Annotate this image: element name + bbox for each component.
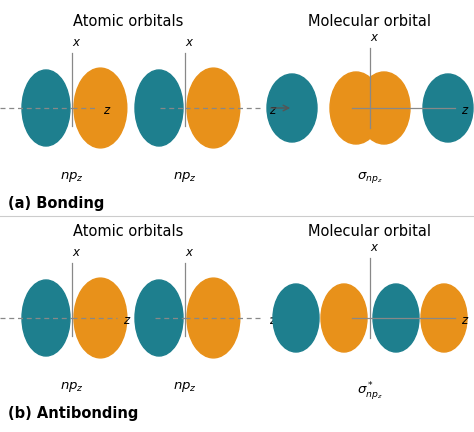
Ellipse shape bbox=[22, 70, 70, 146]
Ellipse shape bbox=[373, 284, 419, 352]
Text: Molecular orbital: Molecular orbital bbox=[309, 14, 431, 29]
Ellipse shape bbox=[267, 74, 317, 142]
Text: +: + bbox=[138, 312, 152, 330]
Ellipse shape bbox=[74, 68, 127, 148]
Text: x: x bbox=[185, 36, 192, 49]
Ellipse shape bbox=[421, 284, 467, 352]
Text: $np_z$: $np_z$ bbox=[60, 170, 84, 184]
Text: x: x bbox=[371, 31, 377, 44]
Text: $\sigma^*_{np_z}$: $\sigma^*_{np_z}$ bbox=[357, 380, 383, 402]
Text: (a) Bonding: (a) Bonding bbox=[8, 196, 104, 211]
Text: Atomic orbitals: Atomic orbitals bbox=[73, 14, 183, 29]
Text: $\sigma_{np_z}$: $\sigma_{np_z}$ bbox=[357, 170, 383, 185]
Text: z: z bbox=[103, 104, 109, 117]
Ellipse shape bbox=[330, 72, 382, 144]
Text: x: x bbox=[73, 246, 80, 259]
Ellipse shape bbox=[22, 280, 70, 356]
Text: x: x bbox=[371, 241, 377, 254]
Ellipse shape bbox=[358, 72, 410, 144]
Text: z: z bbox=[123, 314, 129, 327]
Ellipse shape bbox=[273, 284, 319, 352]
Ellipse shape bbox=[74, 278, 127, 358]
Text: z: z bbox=[269, 314, 275, 327]
Ellipse shape bbox=[135, 280, 183, 356]
Text: $np_z$: $np_z$ bbox=[60, 380, 84, 394]
Text: z: z bbox=[269, 104, 275, 117]
Text: z: z bbox=[461, 104, 467, 117]
Text: x: x bbox=[73, 36, 80, 49]
Ellipse shape bbox=[187, 68, 240, 148]
Text: $np_z$: $np_z$ bbox=[173, 170, 197, 184]
Ellipse shape bbox=[321, 284, 367, 352]
Text: $np_z$: $np_z$ bbox=[173, 380, 197, 394]
Ellipse shape bbox=[187, 278, 240, 358]
Text: (b) Antibonding: (b) Antibonding bbox=[8, 406, 138, 421]
Ellipse shape bbox=[135, 70, 183, 146]
Text: Atomic orbitals: Atomic orbitals bbox=[73, 224, 183, 239]
Text: z: z bbox=[461, 314, 467, 327]
Text: x: x bbox=[185, 246, 192, 259]
Ellipse shape bbox=[423, 74, 473, 142]
Text: Molecular orbital: Molecular orbital bbox=[309, 224, 431, 239]
